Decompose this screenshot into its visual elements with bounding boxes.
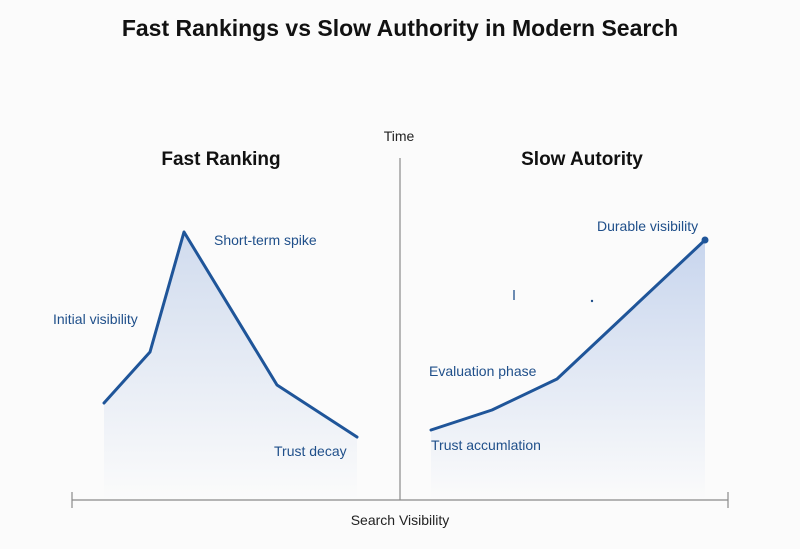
initial-visibility-label: Initial visibility (53, 311, 138, 327)
trust-accumulation-label: Trust accumlation (431, 437, 541, 453)
evaluation-phase-label: Evaluation phase (429, 363, 537, 379)
short-term-spike-label: Short-term spike (214, 232, 317, 248)
durable-visibility-label: Durable visibility (597, 218, 698, 234)
fast-ranking-line (102, 230, 359, 439)
stray-mark-dot (590, 299, 594, 303)
fast-ranking-title: Fast Ranking (161, 149, 280, 170)
trust-decay-label: Trust decay (274, 443, 347, 459)
durable-visibility-point (701, 236, 709, 244)
diagram-title: Fast Rankings vs Slow Authority in Moder… (122, 15, 678, 41)
slow-authority-line (429, 238, 707, 432)
slow-authority-title: Slow Autority (521, 149, 643, 170)
slow-authority-panel: Slow Autority Durable visibility Evaluat… (429, 149, 709, 500)
vertical-axis-label: Time (384, 128, 415, 144)
fast-ranking-area (104, 232, 357, 500)
fast-ranking-panel: Fast Ranking Initial visibility Short-te… (53, 149, 359, 500)
horizontal-axis-label: Search Visibility (351, 512, 450, 528)
